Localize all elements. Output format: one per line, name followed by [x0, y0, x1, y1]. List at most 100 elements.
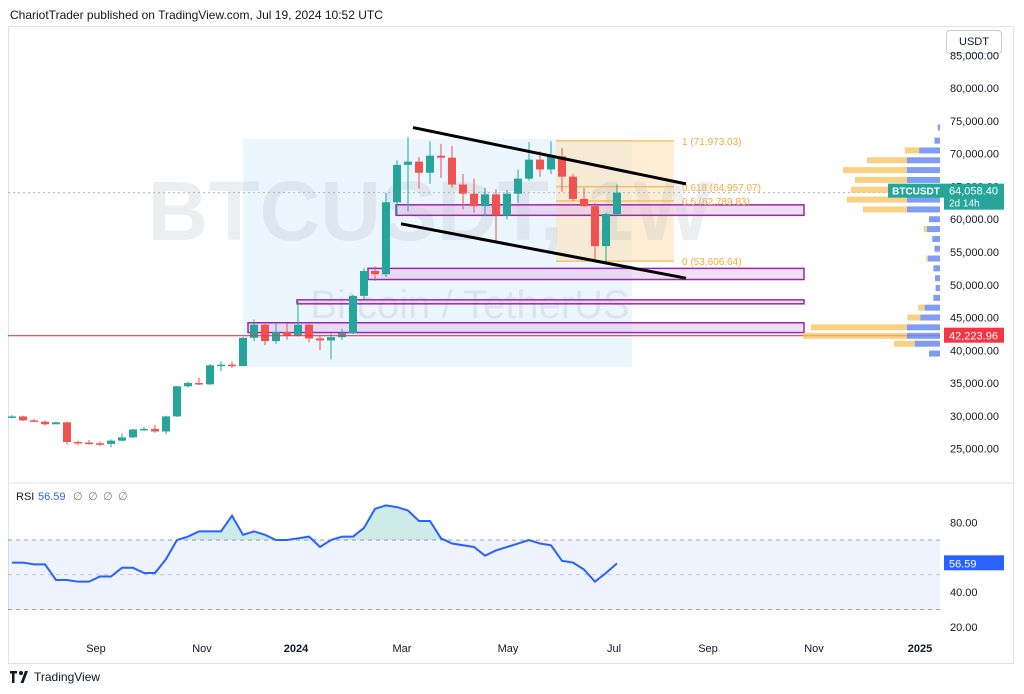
- candle-body: [426, 155, 434, 173]
- volume-profile-bar: [907, 324, 940, 331]
- volume-profile-bar: [914, 340, 940, 347]
- fib-level-label: 0.5 (62,789.83): [682, 197, 750, 208]
- volume-profile-bar: [919, 147, 940, 154]
- volume-profile-bar: [924, 304, 940, 311]
- candle-body: [85, 442, 93, 445]
- currency-button[interactable]: USDT: [946, 30, 1002, 54]
- candle-body: [118, 437, 126, 441]
- price-axis-tick: 80,000.00: [950, 83, 999, 95]
- candle-body: [415, 161, 423, 173]
- time-axis-tick: Nov: [804, 643, 824, 655]
- volume-profile-bar: [907, 314, 921, 321]
- candle-body: [492, 194, 500, 216]
- rsi-param: ∅: [103, 491, 113, 503]
- candle-body: [547, 156, 555, 170]
- volume-profile-bar: [937, 124, 940, 131]
- candle-body: [19, 416, 27, 421]
- support-resistance-zone: [247, 321, 805, 334]
- tradingview-logo-icon: [10, 671, 28, 683]
- price-axis-tick: 75,000.00: [950, 116, 999, 128]
- volume-profile-bar: [929, 216, 940, 223]
- volume-profile-bar: [926, 255, 928, 262]
- rsi-value-tag: [944, 555, 1004, 571]
- volume-profile-bar: [934, 245, 940, 252]
- candle-body: [459, 184, 467, 194]
- volume-profile-bar: [933, 265, 940, 272]
- candle-body: [349, 295, 357, 334]
- time-axis-tick: Nov: [192, 643, 212, 655]
- candle-body: [228, 364, 236, 367]
- volume-profile-bar: [907, 176, 940, 183]
- candle-body: [316, 338, 324, 341]
- candle-body: [162, 416, 170, 432]
- volume-profile-bar: [855, 176, 907, 183]
- volume-profile-bar: [935, 285, 940, 292]
- candle-body: [382, 202, 390, 275]
- fib-level-label: 0 (53,606.64): [682, 257, 742, 268]
- candle-body: [305, 324, 313, 339]
- candle-body: [514, 178, 522, 194]
- volume-profile-bar: [918, 304, 925, 311]
- support-resistance-zone: [367, 267, 805, 281]
- volume-profile-bar: [867, 157, 907, 164]
- time-axis-tick: 2024: [284, 643, 309, 655]
- candle-body: [481, 194, 489, 207]
- channel-lower-line: [400, 222, 687, 280]
- volume-profile-bar: [811, 324, 907, 331]
- candle-body: [140, 428, 148, 431]
- candle-body: [184, 383, 192, 387]
- rsi-title: RSI: [16, 491, 34, 503]
- support-resistance-zone: [395, 204, 805, 217]
- candle-body: [503, 193, 511, 216]
- rsi-overbought-fill: [177, 515, 276, 541]
- rsi-axis-tick: 80.00: [950, 518, 978, 530]
- price-axis-tick: 55,000.00: [950, 247, 999, 259]
- rsi-axis-tick: 40.00: [950, 587, 978, 599]
- time-axis-tick: Mar: [393, 643, 412, 655]
- time-axis-tick: May: [498, 643, 519, 655]
- volume-profile-bar: [907, 167, 940, 174]
- chart-panel: [8, 26, 1014, 664]
- volume-profile-bar: [907, 196, 940, 203]
- volume-profile-bar: [934, 137, 940, 144]
- rsi-overbought-fill: [331, 505, 452, 541]
- candle-body: [393, 164, 401, 203]
- time-axis-tick: Jul: [607, 643, 621, 655]
- volume-profile-bar: [907, 206, 940, 213]
- rsi-line: [12, 504, 618, 584]
- candle-body: [580, 198, 588, 207]
- price-axis-tick: 70,000.00: [950, 149, 999, 161]
- volume-profile-bar: [863, 206, 907, 213]
- volume-profile-bar: [935, 275, 940, 282]
- candle-body: [107, 440, 115, 444]
- candle-body: [261, 324, 269, 342]
- candle-body: [272, 331, 280, 342]
- last-price-value: 64,058.40: [949, 186, 998, 198]
- footer-brand: TradingView: [10, 670, 100, 684]
- volume-profile-bar: [920, 314, 940, 321]
- candle-body: [206, 365, 214, 385]
- candle-body: [250, 324, 258, 338]
- fib-level-label: 0.618 (64,957.07): [682, 183, 761, 194]
- support-resistance-zone: [296, 299, 805, 305]
- rsi-value-tag-text: 56.59: [949, 558, 977, 570]
- candle-body: [437, 155, 445, 158]
- rsi-value: 56.59: [38, 491, 66, 503]
- volume-profile-bar: [907, 157, 940, 164]
- last-price-tag: [944, 183, 1004, 210]
- candle-body: [569, 176, 577, 199]
- channel-upper-line: [412, 126, 687, 186]
- candle-body: [470, 193, 478, 207]
- candle-body: [239, 337, 247, 366]
- candle-body: [217, 364, 225, 367]
- rsi-param: ∅: [88, 491, 98, 503]
- volume-profile-bar: [893, 340, 915, 347]
- candle-body: [371, 270, 379, 275]
- volume-profile-bar: [923, 226, 927, 233]
- rsi-param: ∅: [73, 491, 83, 503]
- candle-body: [52, 422, 60, 425]
- volume-profile-bar: [933, 294, 940, 301]
- candle-body: [448, 157, 456, 185]
